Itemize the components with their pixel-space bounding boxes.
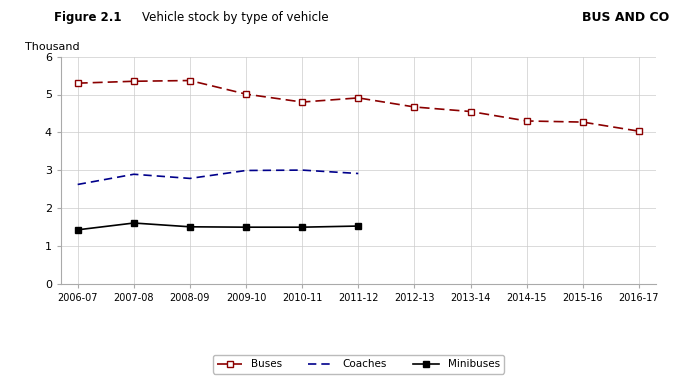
Text: BUS AND CO: BUS AND CO <box>582 11 669 24</box>
Text: Thousand: Thousand <box>25 42 80 52</box>
Text: Figure 2.1: Figure 2.1 <box>54 11 122 24</box>
Legend: Buses, Coaches, Minibuses: Buses, Coaches, Minibuses <box>213 355 504 373</box>
Text: Vehicle stock by type of vehicle: Vehicle stock by type of vehicle <box>112 11 328 24</box>
